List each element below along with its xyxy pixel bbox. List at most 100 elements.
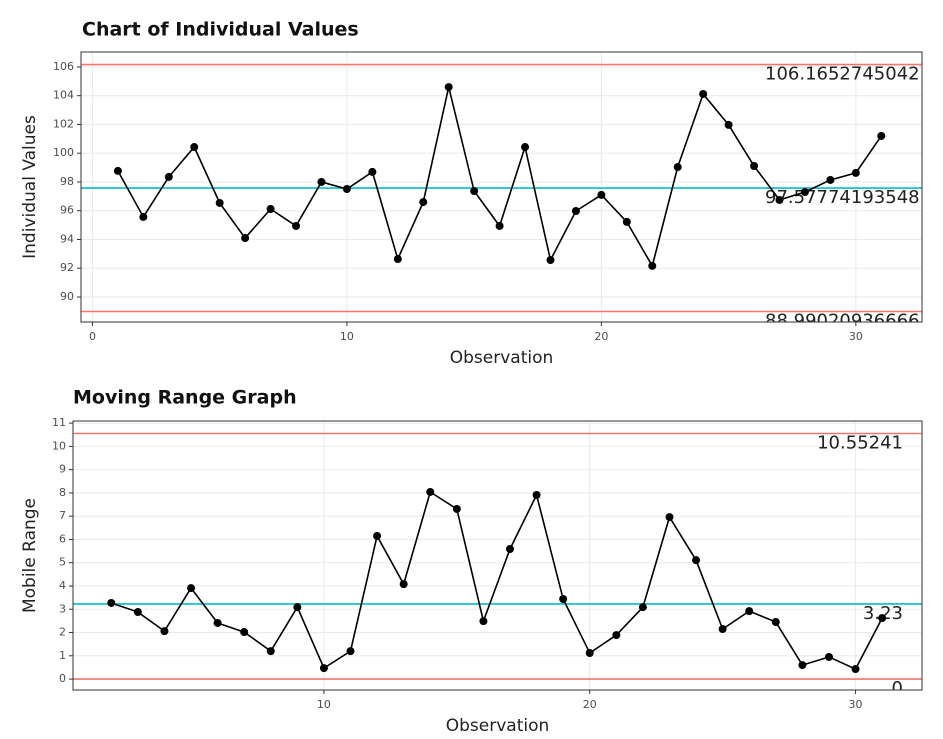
data-point — [139, 212, 148, 221]
data-point — [878, 614, 887, 623]
data-point — [692, 556, 701, 565]
plot-border — [72, 420, 923, 691]
data-point — [368, 167, 377, 176]
y-tick-label: 1 — [59, 649, 66, 662]
control-line-label: 88.99020936666 — [765, 311, 920, 332]
y-tick-label: 10 — [52, 439, 66, 452]
data-point — [213, 618, 222, 627]
y-tick-label: 104 — [53, 89, 74, 102]
y-tick-label: 5 — [59, 556, 66, 569]
control-line-label: 3.23 — [863, 603, 903, 624]
y-tick-label: 8 — [59, 486, 66, 499]
data-point — [851, 665, 860, 674]
y-tick-label: 7 — [59, 509, 66, 522]
data-point — [107, 598, 116, 607]
x-axis-title: Observation — [450, 348, 554, 368]
x-tick-label: 20 — [583, 698, 597, 711]
y-tick-label: 96 — [60, 204, 74, 217]
y-tick-label: 11 — [52, 416, 66, 429]
data-point — [393, 255, 402, 264]
data-point — [648, 261, 657, 270]
data-point — [699, 89, 708, 98]
data-point — [240, 628, 249, 637]
data-point — [319, 664, 328, 673]
x-tick-label: 20 — [594, 330, 608, 343]
data-point — [638, 603, 647, 612]
data-point — [826, 175, 835, 184]
chart-panel: Chart of Individual Values90929496981001… — [20, 19, 923, 368]
chart-title: Moving Range Graph — [73, 387, 297, 409]
data-point — [771, 618, 780, 627]
data-point — [798, 661, 807, 670]
data-point — [800, 188, 809, 197]
data-point — [505, 544, 514, 553]
x-tick-label: 0 — [89, 330, 96, 343]
data-point — [113, 166, 122, 175]
data-point — [373, 531, 382, 540]
y-tick-label: 92 — [60, 261, 74, 274]
y-axis-title: Individual Values — [20, 115, 40, 259]
x-tick-label: 30 — [849, 330, 863, 343]
data-point — [532, 490, 541, 499]
data-point — [495, 221, 504, 230]
plot-border — [80, 51, 923, 323]
plot-area — [73, 421, 922, 690]
data-point — [292, 221, 301, 230]
control-line-label: 0 — [892, 678, 903, 699]
data-point — [479, 617, 488, 626]
data-point — [521, 143, 530, 152]
x-tick-label: 10 — [317, 698, 331, 711]
y-tick-label: 6 — [59, 532, 66, 545]
data-point — [597, 190, 606, 199]
data-point — [585, 649, 594, 658]
data-point — [346, 647, 355, 656]
data-point — [160, 627, 169, 636]
data-point — [546, 256, 555, 265]
y-tick-label: 106 — [53, 60, 74, 73]
data-point — [673, 163, 682, 172]
data-point — [293, 603, 302, 612]
control-line-label: 10.55241 — [817, 433, 903, 454]
data-point — [419, 198, 428, 207]
plot-area — [81, 52, 922, 322]
data-point — [470, 187, 479, 196]
data-point — [164, 172, 173, 181]
data-line — [111, 490, 883, 671]
data-point — [215, 198, 224, 207]
data-point — [718, 625, 727, 634]
data-point — [342, 185, 351, 194]
x-tick-label: 30 — [849, 698, 863, 711]
data-point — [665, 513, 674, 522]
data-point — [266, 647, 275, 656]
y-tick-label: 98 — [60, 175, 74, 188]
data-point — [452, 504, 461, 513]
y-tick-label: 3 — [59, 602, 66, 615]
data-point — [724, 120, 733, 129]
control-lines: 10.55241 3.23 0 — [73, 433, 922, 699]
data-point — [317, 177, 326, 186]
y-tick-label: 0 — [59, 672, 66, 685]
data-point — [444, 83, 453, 92]
data-point — [745, 607, 754, 616]
y-tick-label: 102 — [53, 117, 74, 130]
data-point — [612, 631, 621, 640]
data-point — [750, 162, 759, 171]
data-point — [266, 204, 275, 213]
data-point — [571, 207, 580, 216]
data-point — [824, 652, 833, 661]
data-point — [559, 595, 568, 604]
data-point — [877, 131, 886, 140]
data-point — [851, 168, 860, 177]
x-axis-title: Observation — [446, 716, 550, 736]
y-tick-label: 94 — [60, 232, 74, 245]
data-point — [190, 143, 199, 152]
chart-title: Chart of Individual Values — [82, 19, 359, 41]
y-tick-label: 9 — [59, 463, 66, 476]
y-tick-label: 2 — [59, 626, 66, 639]
data-point — [187, 584, 196, 593]
control-line-label: 106.1652745042 — [765, 64, 920, 85]
data-point — [399, 580, 408, 589]
data-point — [622, 217, 631, 226]
data-point — [426, 487, 435, 496]
